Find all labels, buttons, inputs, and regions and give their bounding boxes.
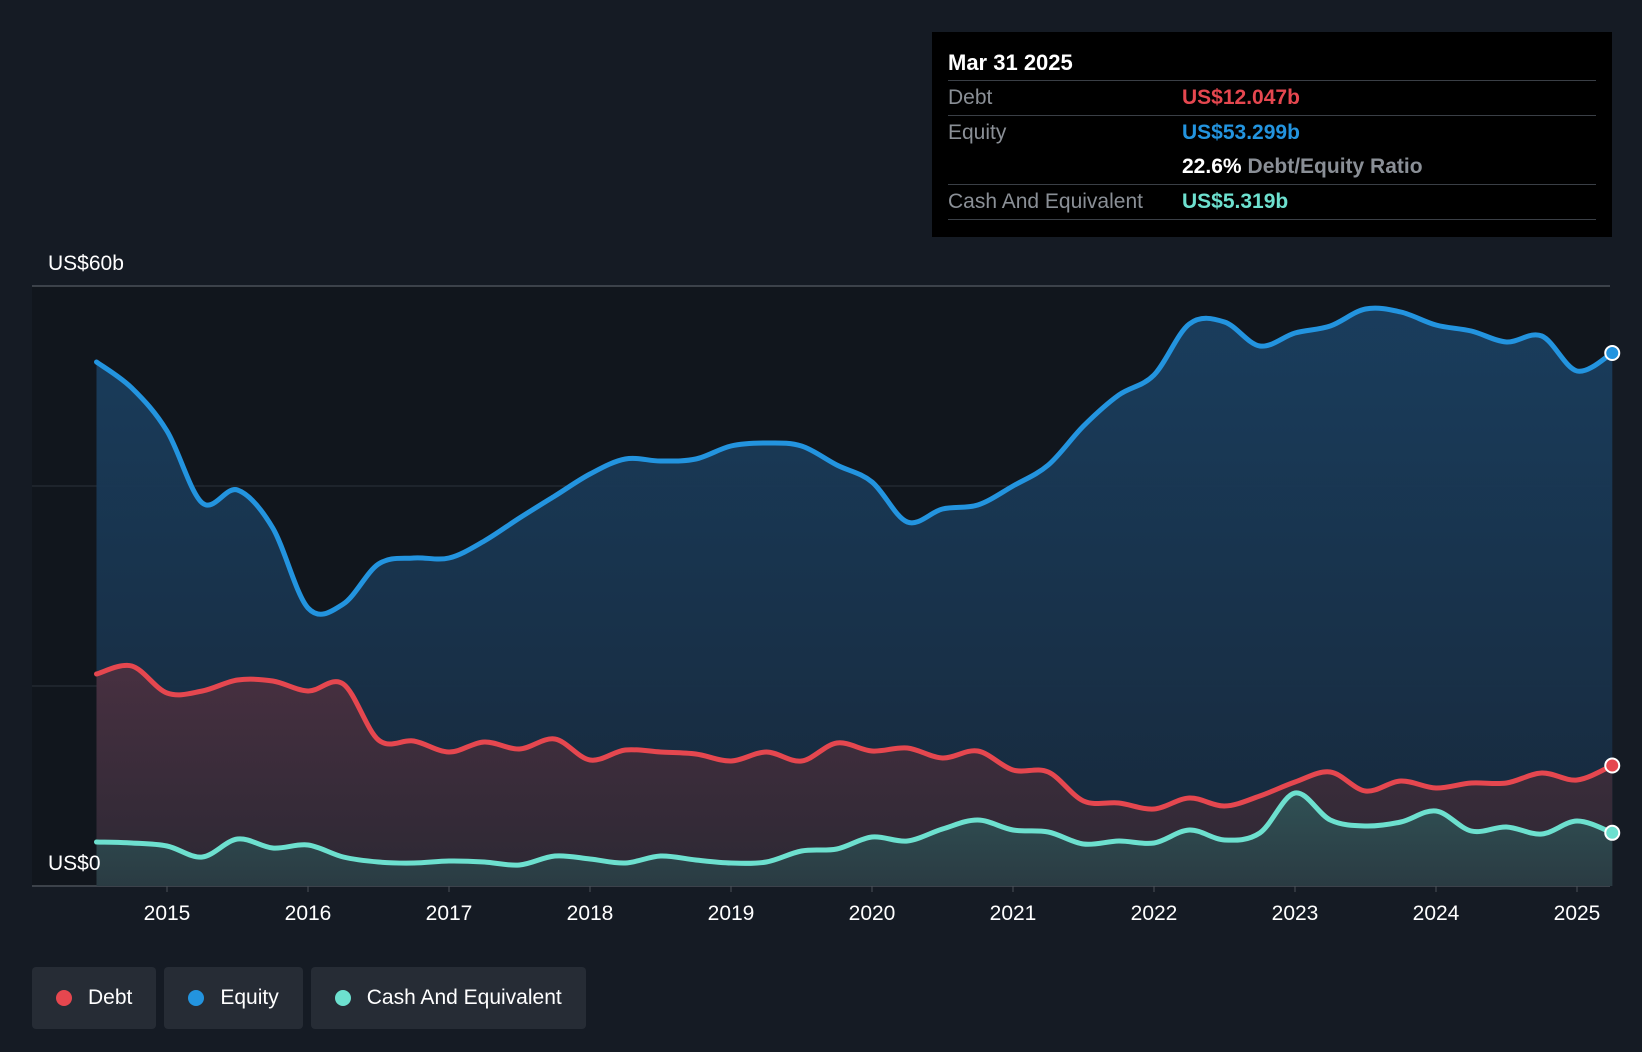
y-min-label: US$0: [48, 852, 101, 875]
cash-dot-icon: [334, 990, 351, 1006]
equity-line: [94, 305, 1615, 617]
x-tick-label-2021: 2021: [990, 902, 1037, 925]
legend-debt-label: Debt: [88, 986, 133, 1009]
legend-item-cash[interactable]: Cash And Equivalent: [310, 967, 586, 1029]
legend-cash-label: Cash And Equivalent: [366, 986, 562, 1009]
tooltip-equity-value: US$53.299b: [1182, 121, 1300, 144]
x-tick-label-2025: 2025: [1554, 902, 1601, 925]
tooltip-cash-label: Cash And Equivalent: [948, 190, 1143, 213]
x-tick-label-2018: 2018: [567, 902, 614, 925]
legend-item-debt[interactable]: Debt: [32, 967, 157, 1029]
tooltip-date: Mar 31 2025: [948, 50, 1073, 75]
x-tick-label-2020: 2020: [849, 902, 896, 925]
legend-item-equity[interactable]: Equity: [164, 967, 303, 1029]
tooltip-debt-row: Debt US$12.047b: [948, 80, 1596, 115]
x-tick-label-2023: 2023: [1272, 902, 1319, 925]
x-tick-label-2022: 2022: [1131, 902, 1178, 925]
tooltip-ratio-label: Debt/Equity Ratio: [1247, 155, 1423, 178]
tooltip-cash-row: Cash And Equivalent US$5.319b: [948, 184, 1596, 220]
x-tick-label-2016: 2016: [285, 902, 332, 925]
tooltip-cash-value: US$5.319b: [1182, 190, 1289, 213]
cash-endpoint: [1604, 824, 1621, 841]
tooltip-equity-label: Equity: [948, 121, 1007, 144]
x-tick-label-2024: 2024: [1413, 902, 1460, 925]
equity-endpoint: [1604, 345, 1621, 362]
equity-dot-icon: [188, 990, 205, 1006]
legend-equity-label: Equity: [220, 986, 279, 1009]
y-max-label: US$60b: [48, 252, 124, 275]
chart-legend: Debt Equity Cash And Equivalent: [32, 967, 586, 1029]
debt-area: [96, 665, 1613, 886]
tooltip-ratio-value: 22.6%: [1182, 155, 1242, 178]
x-tick-label-2015: 2015: [144, 902, 191, 925]
tooltip-ratio-row: 22.6% Debt/Equity Ratio: [948, 150, 1596, 184]
x-tick-label-2017: 2017: [426, 902, 473, 925]
tooltip-panel: Mar 31 2025 Debt US$12.047b Equity US$53…: [932, 32, 1612, 237]
x-tick-label-2019: 2019: [708, 902, 755, 925]
debt-dot-icon: [56, 990, 72, 1006]
debt-line: [94, 662, 1615, 812]
tooltip-debt-label: Debt: [948, 86, 993, 109]
debt-endpoint: [1604, 757, 1621, 774]
cash-line: [94, 790, 1615, 868]
tooltip-equity-row: Equity US$53.299b: [948, 115, 1596, 150]
tooltip-debt-value: US$12.047b: [1182, 86, 1300, 109]
